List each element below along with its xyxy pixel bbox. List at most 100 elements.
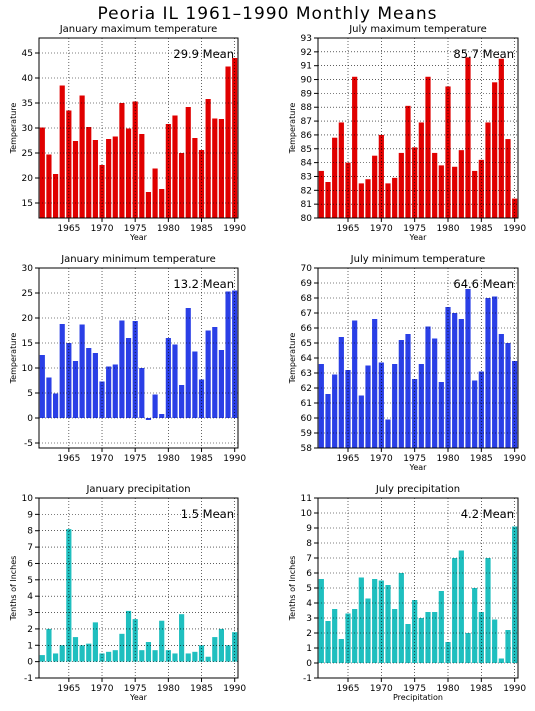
bar-1974 <box>125 128 132 218</box>
x-tick-label: 1990 <box>503 454 526 464</box>
x-tick-label: 1970 <box>91 684 114 694</box>
y-tick-label: 81 <box>301 200 312 210</box>
bar-1977 <box>425 612 431 663</box>
y-tick-label: 66 <box>301 324 313 334</box>
bar-1967 <box>358 395 364 448</box>
y-tick-label: 65 <box>301 339 312 349</box>
y-tick-label: 2 <box>306 629 312 639</box>
bar-1964 <box>59 85 65 218</box>
bar-1984 <box>192 351 198 418</box>
x-tick-label: 1990 <box>503 224 526 234</box>
y-tick-label: 86 <box>301 131 313 141</box>
y-tick-label: 15 <box>22 199 33 209</box>
bar-1979 <box>159 620 165 662</box>
y-tick-label: 30 <box>22 264 34 274</box>
bar-1977 <box>425 76 431 219</box>
bar-1987 <box>492 82 498 218</box>
bar-1985 <box>198 379 205 418</box>
bar-1969 <box>92 622 98 662</box>
bar-1979 <box>159 189 165 218</box>
bar-1978 <box>152 650 158 662</box>
bar-1982 <box>179 614 185 662</box>
bar-1964 <box>338 122 344 218</box>
bar-1978 <box>432 612 438 663</box>
bar-1972 <box>392 364 398 448</box>
x-tick-label: 1980 <box>157 224 180 234</box>
bar-1974 <box>125 338 132 418</box>
y-tick-label: 4 <box>306 599 312 609</box>
bar-1981 <box>452 166 458 218</box>
y-tick-label: 15 <box>22 339 33 349</box>
bar-1963 <box>53 653 59 662</box>
y-tick-label: -1 <box>303 674 312 684</box>
y-tick-label: 25 <box>22 289 33 299</box>
x-tick-label: 1980 <box>437 454 460 464</box>
bar-1983 <box>185 653 191 662</box>
x-tick-label: 1970 <box>370 684 393 694</box>
chart-title: July precipitation <box>375 484 460 495</box>
bar-1969 <box>372 155 378 218</box>
y-tick-label: 58 <box>301 444 313 454</box>
bar-1986 <box>485 122 491 218</box>
chart-title: January maximum temperature <box>59 24 218 35</box>
y-tick-label: 3 <box>27 609 33 619</box>
y-tick-label: 87 <box>301 117 312 127</box>
y-tick-label: 6 <box>27 559 33 569</box>
bar-1974 <box>405 105 411 218</box>
y-axis-label: Tenths of Inches <box>288 556 297 622</box>
plot-frame <box>38 267 239 449</box>
bar-1988 <box>498 658 504 663</box>
x-tick-label: 1975 <box>124 454 147 464</box>
bar-1972 <box>392 177 398 218</box>
bar-1962 <box>46 377 52 418</box>
bar-1964 <box>338 639 344 663</box>
bar-1966 <box>352 76 358 219</box>
bar-1984 <box>472 170 478 218</box>
y-tick-label: 10 <box>301 509 313 519</box>
bar-1973 <box>398 340 404 448</box>
y-tick-label: 11 <box>301 494 312 504</box>
bar-1974 <box>405 624 411 663</box>
y-tick-label: 83 <box>301 172 312 182</box>
y-tick-label: 45 <box>22 49 33 59</box>
mean-label: 13.2 Mean <box>173 277 234 291</box>
chart-title: July minimum temperature <box>350 254 486 265</box>
bar-1973 <box>119 320 125 418</box>
bar-1989 <box>225 291 231 418</box>
bar-1982 <box>179 153 185 218</box>
bar-1980 <box>165 650 171 662</box>
bar-1988 <box>498 334 504 448</box>
y-tick-label: 62 <box>301 384 312 394</box>
x-tick-label: 1975 <box>403 454 426 464</box>
mean-label: 64.6 Mean <box>453 277 514 291</box>
y-tick-label: 40 <box>22 74 34 84</box>
bar-1966 <box>352 320 358 448</box>
y-tick-label: 1 <box>27 641 33 651</box>
y-tick-label: 90 <box>301 76 313 86</box>
bar-1968 <box>365 598 371 663</box>
bar-1976 <box>418 122 424 218</box>
bar-1988 <box>218 119 224 218</box>
bar-1986 <box>485 558 491 663</box>
bar-1966 <box>352 609 358 663</box>
bar-1969 <box>372 319 378 448</box>
bar-1982 <box>458 550 464 663</box>
bar-1987 <box>492 296 498 448</box>
bar-1961 <box>39 355 45 418</box>
bar-1972 <box>112 650 118 662</box>
bar-1990 <box>512 198 518 218</box>
y-tick-label: 5 <box>27 389 33 399</box>
y-tick-label: -5 <box>24 439 33 449</box>
y-tick-label: 35 <box>22 99 33 109</box>
mean-label: 4.2 Mean <box>461 507 514 521</box>
x-tick-label: 1970 <box>91 454 114 464</box>
bar-1982 <box>458 319 464 448</box>
bar-1986 <box>205 330 211 418</box>
y-tick-label: 4 <box>27 592 33 602</box>
bar-1964 <box>338 337 344 448</box>
bar-1976 <box>418 364 424 448</box>
plot-frame <box>38 497 239 679</box>
bar-1985 <box>478 612 484 663</box>
y-tick-label: 70 <box>301 264 313 274</box>
x-axis-label: Year <box>409 463 428 472</box>
